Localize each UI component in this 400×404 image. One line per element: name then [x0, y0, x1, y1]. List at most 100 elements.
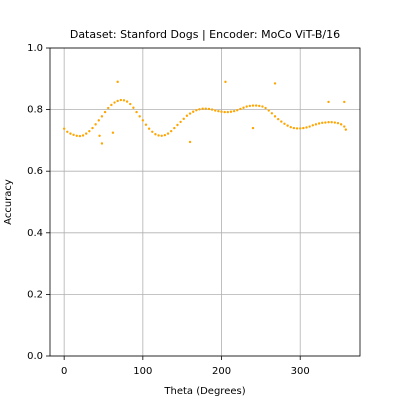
- point: [97, 119, 100, 122]
- point: [226, 110, 230, 114]
- point: [147, 127, 151, 130]
- point: [344, 128, 348, 131]
- point: [317, 122, 321, 125]
- point: [330, 121, 333, 124]
- point: [214, 109, 217, 112]
- point: [311, 124, 314, 127]
- point: [324, 121, 327, 124]
- x-tick-label: 300: [291, 366, 310, 377]
- point: [66, 130, 69, 133]
- point: [169, 129, 173, 133]
- point: [163, 133, 167, 137]
- point: [84, 132, 88, 135]
- point: [305, 126, 308, 129]
- point: [94, 123, 97, 126]
- point: [343, 100, 346, 104]
- point: [207, 107, 211, 111]
- point: [327, 121, 330, 124]
- point: [308, 125, 311, 128]
- x-tick-label: 100: [133, 366, 152, 377]
- point: [154, 133, 157, 136]
- point: [217, 109, 220, 113]
- point: [292, 126, 296, 130]
- point: [273, 115, 277, 118]
- point: [333, 121, 337, 124]
- point: [191, 110, 195, 113]
- point: [166, 132, 170, 135]
- point: [314, 123, 318, 126]
- point: [245, 105, 248, 108]
- point: [251, 126, 255, 130]
- point: [116, 80, 119, 84]
- point: [91, 126, 94, 130]
- point: [201, 107, 204, 110]
- point: [195, 109, 198, 112]
- point: [116, 99, 119, 103]
- point: [336, 121, 340, 125]
- point: [264, 106, 267, 110]
- point: [113, 101, 116, 104]
- point: [75, 134, 78, 137]
- point: [220, 110, 223, 113]
- point: [173, 126, 176, 130]
- point: [343, 125, 346, 128]
- point: [224, 80, 227, 84]
- x-tick-label: 200: [212, 366, 231, 377]
- point: [132, 106, 135, 109]
- point: [98, 134, 101, 137]
- point: [236, 109, 239, 112]
- point: [151, 130, 154, 133]
- point: [157, 134, 160, 137]
- x-tick-label: 0: [61, 366, 67, 377]
- point: [302, 126, 305, 130]
- point: [160, 134, 163, 137]
- point: [242, 106, 245, 109]
- point: [100, 142, 104, 145]
- point: [258, 104, 261, 108]
- point: [135, 110, 138, 114]
- point: [295, 127, 299, 130]
- point: [283, 122, 286, 125]
- y-tick-label: 0.4: [27, 228, 43, 239]
- point: [339, 123, 343, 126]
- point: [229, 110, 233, 113]
- y-tick-label: 0.2: [27, 289, 43, 300]
- point: [232, 109, 236, 113]
- x-axis-label: Theta (Degrees): [163, 386, 245, 397]
- point: [299, 127, 302, 130]
- point: [111, 131, 115, 134]
- point: [125, 100, 129, 103]
- point: [69, 132, 72, 135]
- point: [286, 124, 289, 127]
- point: [223, 110, 226, 114]
- point: [267, 109, 270, 112]
- point: [276, 117, 280, 121]
- point: [188, 112, 192, 115]
- point: [78, 134, 82, 138]
- point: [327, 100, 330, 104]
- point: [198, 108, 201, 111]
- point: [248, 104, 252, 108]
- point: [254, 104, 258, 107]
- point: [321, 121, 324, 125]
- point: [273, 82, 277, 85]
- chart-title: Dataset: Stanford Dogs | Encoder: MoCo V…: [70, 28, 340, 41]
- point: [210, 108, 214, 111]
- y-tick-label: 0.0: [27, 351, 43, 362]
- point: [62, 127, 66, 130]
- point: [179, 120, 182, 124]
- point: [119, 98, 123, 102]
- plot-frame: [49, 47, 361, 357]
- y-tick-label: 0.8: [27, 105, 43, 116]
- point: [110, 103, 113, 107]
- point: [188, 140, 192, 144]
- point: [185, 114, 189, 117]
- point: [107, 106, 110, 110]
- point: [261, 105, 264, 108]
- y-axis-label: Accuracy: [3, 179, 14, 225]
- point: [72, 133, 75, 137]
- point: [88, 129, 91, 133]
- point: [122, 99, 126, 102]
- point: [141, 119, 145, 122]
